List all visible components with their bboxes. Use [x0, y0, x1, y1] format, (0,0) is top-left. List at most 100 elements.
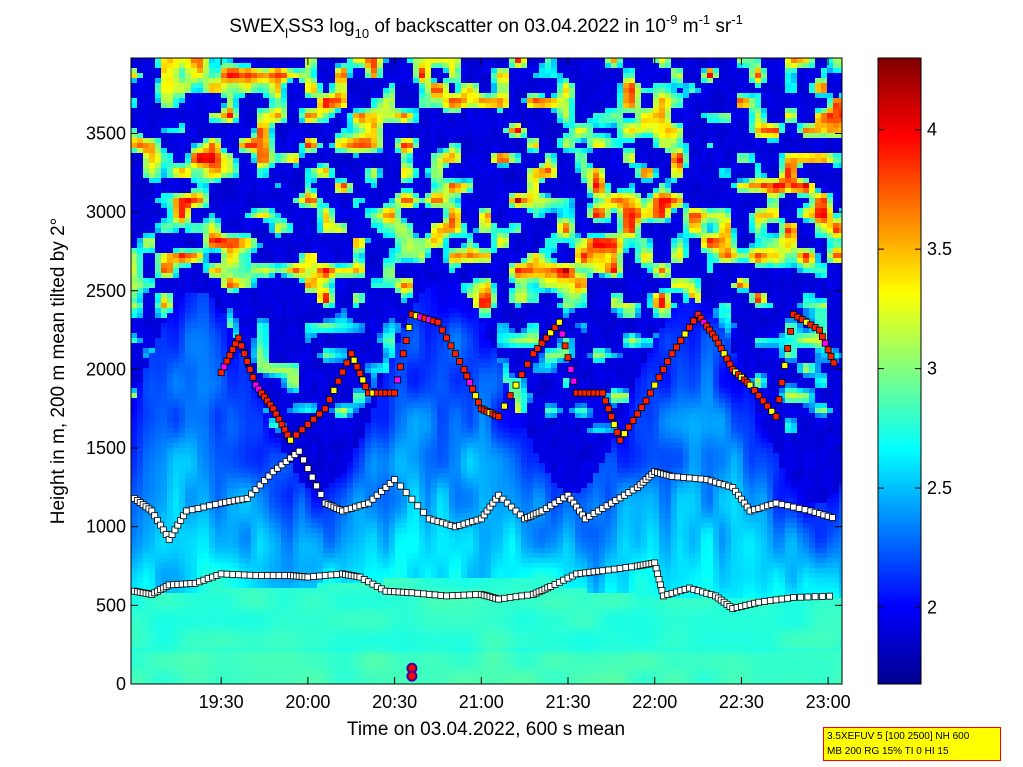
- heatmap-cell: [611, 193, 618, 199]
- heatmap-cell: [275, 138, 282, 144]
- heatmap-cell: [785, 63, 792, 69]
- heatmap-cell: [839, 153, 842, 159]
- heatmap-cell: [683, 88, 690, 94]
- heatmap-cell: [221, 68, 228, 74]
- heatmap-cell: [311, 248, 318, 254]
- heatmap-cell: [641, 223, 648, 229]
- heatmap-cell: [389, 153, 396, 159]
- heatmap-cell: [161, 258, 168, 264]
- heatmap-cell: [221, 118, 228, 124]
- heatmap-cell: [689, 78, 696, 84]
- heatmap-cell: [839, 208, 842, 214]
- heatmap-cell: [299, 258, 306, 264]
- heatmap-cell: [803, 158, 810, 164]
- heatmap-cell: [293, 148, 300, 154]
- heatmap-cell: [377, 193, 384, 199]
- heatmap-cell: [773, 223, 780, 229]
- heatmap-cell: [683, 203, 690, 209]
- heatmap-cell: [539, 93, 546, 99]
- heatmap-cell: [215, 78, 222, 84]
- heatmap-cell: [683, 193, 690, 199]
- heatmap-cell: [743, 153, 750, 159]
- heatmap-cell: [707, 78, 714, 84]
- heatmap-cell: [263, 263, 270, 269]
- heatmap-cell: [605, 138, 612, 144]
- heatmap-cell: [425, 173, 432, 179]
- heatmap-cell: [365, 238, 372, 244]
- heatmap-cell: [629, 88, 636, 94]
- heatmap-cell: [449, 173, 456, 179]
- heatmap-cell: [719, 58, 726, 64]
- heatmap-cell: [341, 253, 348, 259]
- heatmap-cell: [563, 223, 570, 229]
- heatmap-cell: [263, 83, 270, 89]
- heatmap-cell: [629, 138, 636, 144]
- heatmap-cell: [779, 168, 786, 174]
- heatmap-cell: [593, 233, 600, 239]
- heatmap-cell: [353, 83, 360, 89]
- heatmap-cell: [683, 258, 690, 264]
- heatmap-cell: [671, 233, 678, 239]
- heatmap-cell: [131, 253, 138, 259]
- heatmap-cell: [641, 143, 648, 149]
- heatmap-cell: [137, 163, 144, 169]
- heatmap-cell: [725, 173, 732, 179]
- heatmap-cell: [419, 248, 426, 254]
- heatmap-cell: [155, 128, 162, 134]
- heatmap-cell: [257, 73, 264, 79]
- heatmap-cell: [419, 143, 426, 149]
- heatmap-cell: [629, 158, 636, 164]
- heatmap-cell: [335, 83, 342, 89]
- heatmap-cell: [677, 253, 684, 259]
- heatmap-cell: [701, 163, 708, 169]
- heatmap-cell: [731, 143, 738, 149]
- heatmap-cell: [293, 238, 300, 244]
- heatmap-cell: [401, 258, 408, 264]
- heatmap-cell: [311, 68, 318, 74]
- heatmap-cell: [641, 118, 648, 124]
- heatmap-cell: [827, 78, 834, 84]
- heatmap-cell: [365, 138, 372, 144]
- heatmap-cell: [449, 138, 456, 144]
- heatmap-cell: [185, 123, 192, 129]
- heatmap-cell: [833, 118, 840, 124]
- heatmap-cell: [323, 148, 330, 154]
- heatmap-cell: [167, 78, 174, 84]
- heatmap-cell: [167, 128, 174, 134]
- heatmap-cell: [731, 128, 738, 134]
- heatmap-cell: [653, 158, 660, 164]
- heatmap-cell: [311, 213, 318, 219]
- heatmap-cell: [809, 258, 816, 264]
- heatmap-cell: [563, 93, 570, 99]
- heatmap-cell: [653, 228, 660, 234]
- heatmap-cell: [413, 213, 420, 219]
- heatmap-cell: [767, 118, 774, 124]
- heatmap-cell: [623, 178, 630, 184]
- heatmap-cell: [335, 178, 342, 184]
- heatmap-cell: [539, 128, 546, 134]
- heatmap-cell: [467, 198, 474, 204]
- heatmap-cell: [665, 98, 672, 104]
- heatmap-cell: [827, 73, 834, 79]
- heatmap-cell: [263, 143, 270, 149]
- heatmap-cell: [383, 158, 390, 164]
- heatmap-cell: [695, 158, 702, 164]
- heatmap-cell: [647, 58, 654, 64]
- heatmap-cell: [347, 233, 354, 239]
- heatmap-cell: [533, 113, 540, 119]
- heatmap-cell: [689, 103, 696, 109]
- heatmap-cell: [575, 73, 582, 79]
- heatmap-cell: [773, 258, 780, 264]
- heatmap-cell: [311, 108, 318, 114]
- heatmap-cell: [449, 218, 456, 224]
- heatmap-cell: [773, 113, 780, 119]
- heatmap-cell: [797, 133, 804, 139]
- heatmap-cell: [221, 218, 228, 224]
- heatmap-cell: [479, 88, 486, 94]
- heatmap-cell: [641, 108, 648, 114]
- heatmap-cell: [827, 83, 834, 89]
- heatmap-cell: [281, 173, 288, 179]
- heatmap-cell: [245, 173, 252, 179]
- heatmap-cell: [227, 158, 234, 164]
- heatmap-cell: [443, 188, 450, 194]
